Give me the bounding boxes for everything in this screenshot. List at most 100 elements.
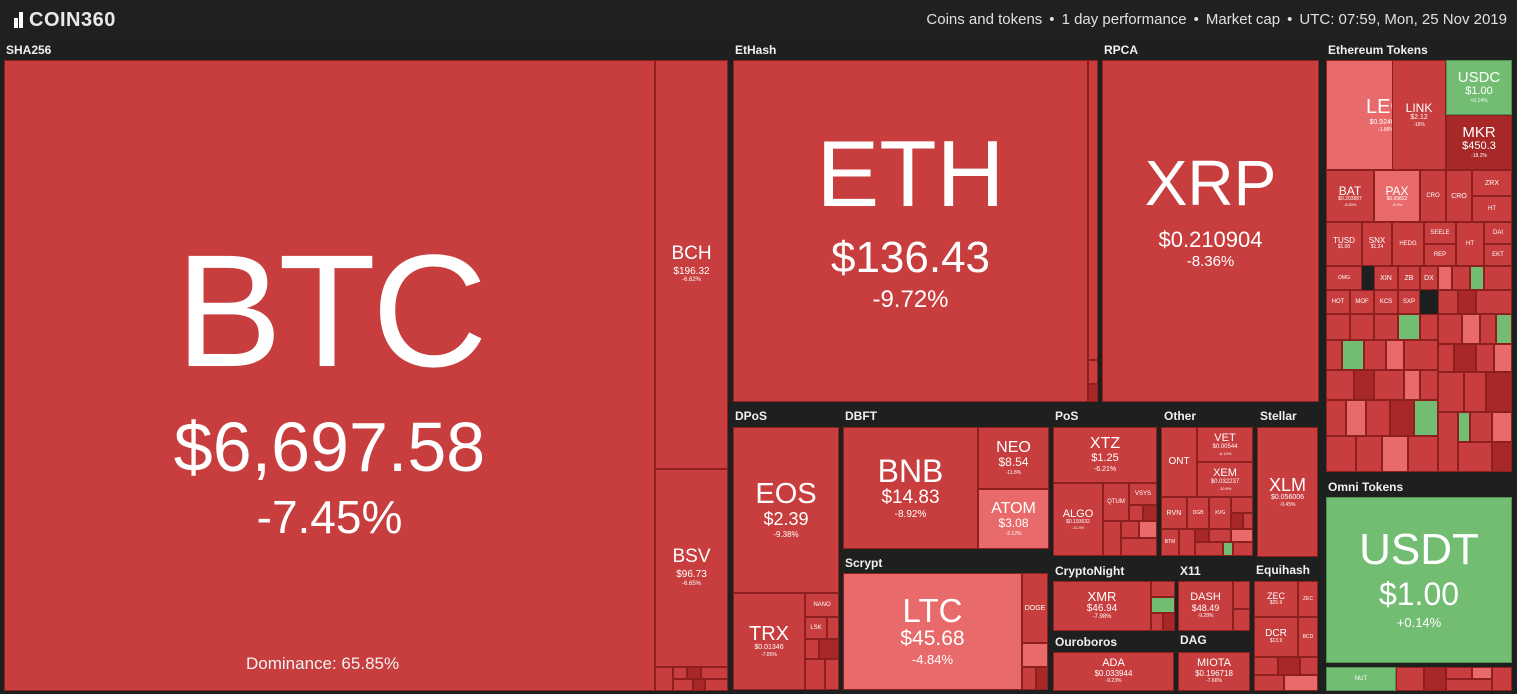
- coin-price: $14.83: [881, 486, 940, 508]
- coin-tile-lsk[interactable]: LSK: [805, 617, 827, 639]
- coin-tile-bsv[interactable]: BSV $96.73 -6.65%: [655, 469, 728, 667]
- coin-tile-btm[interactable]: BTM: [1161, 529, 1179, 556]
- coin-tile-zrx[interactable]: ZRX: [1472, 170, 1512, 196]
- coin-tile-dai[interactable]: DAI: [1484, 222, 1512, 244]
- coin-symbol: ALGO: [1062, 507, 1094, 520]
- coin-tile-omg[interactable]: OMG: [1326, 266, 1362, 290]
- coin-tile-kcs[interactable]: KCS: [1374, 290, 1398, 314]
- coin-tile-zec[interactable]: ZEC: [1298, 581, 1318, 617]
- coin-tile-algo[interactable]: ALGO $0.193632 -11.3%: [1053, 483, 1103, 556]
- coin-change: -16%: [1413, 121, 1425, 128]
- coin-tile-dx[interactable]: DX: [1420, 266, 1438, 290]
- coin-price: $25.9: [1269, 599, 1283, 606]
- coin-tile-vsys[interactable]: VSYS: [1129, 483, 1157, 505]
- coin-symbol: BSV: [672, 546, 711, 568]
- coin-tile-ont[interactable]: ONT: [1161, 427, 1197, 497]
- coin-tile-doge[interactable]: DOGE: [1022, 573, 1048, 643]
- coin-tile-snx[interactable]: SNX $1.24: [1362, 222, 1392, 266]
- coin-tile-sxp[interactable]: SXP: [1398, 290, 1420, 314]
- coin-tile-bnb[interactable]: BNB $14.83 -8.92%: [843, 427, 978, 549]
- coin-tile-pax[interactable]: PAX $0.99822 -0.2%: [1374, 170, 1420, 222]
- coin-tile-mkr[interactable]: MKR $450.3 -18.2%: [1446, 115, 1512, 170]
- group-label-dpos: DPoS: [735, 409, 768, 423]
- coin-tile-ada[interactable]: ADA $0.033944 -9.23%: [1053, 652, 1174, 691]
- coin-tile-bat[interactable]: BAT $0.203887 -9.83%: [1326, 170, 1374, 222]
- coin-tile-zec[interactable]: ZEC $25.9: [1254, 581, 1298, 617]
- coin-tile-seele[interactable]: SEELE: [1424, 222, 1456, 244]
- coin-tile-trx[interactable]: TRX $0.01346 -7.85%: [733, 593, 805, 690]
- coin-tile-neo[interactable]: NEO $8.54 -11.8%: [978, 427, 1049, 489]
- coin-tile-hot[interactable]: HOT: [1326, 290, 1350, 314]
- coin-tile-xrp[interactable]: XRP $0.210904 -8.36%: [1102, 60, 1319, 402]
- coin-tile-xlm[interactable]: XLM $0.056006 -9.45%: [1257, 427, 1318, 557]
- coin-tile-vet[interactable]: VET $0.00544 -6.12%: [1197, 427, 1253, 462]
- coin-symbol: USDC: [1457, 69, 1501, 87]
- coin-price: $0.193632: [1066, 518, 1090, 525]
- coin-tile-eos[interactable]: EOS $2.39 -9.38%: [733, 427, 839, 593]
- coin-tile-hedg[interactable]: HEDG: [1392, 222, 1424, 266]
- coin-symbol: VET: [1214, 431, 1236, 444]
- filter-coins-tokens[interactable]: Coins and tokens: [926, 11, 1043, 28]
- coin-tile-miota[interactable]: MIOTA $0.196718 -7.66%: [1178, 652, 1250, 691]
- coin-change: -0.2%: [1391, 202, 1403, 208]
- coin-tile-dcr[interactable]: DCR $13.9: [1254, 617, 1298, 657]
- coin-symbol: TUSD: [1333, 236, 1355, 246]
- coin-change: -11.3%: [1071, 525, 1085, 531]
- coin-symbol: RVN: [1166, 509, 1182, 517]
- coin-tile-link[interactable]: LINK $2.12 -16%: [1392, 60, 1446, 170]
- coin-tile-btc[interactable]: BTC $6,697.58 -7.45%: [4, 60, 655, 691]
- coin-symbol: BCD: [1302, 633, 1314, 640]
- coin-symbol: LINK: [1405, 100, 1433, 115]
- coin-tile-rep[interactable]: REP: [1424, 244, 1456, 266]
- coin-tile-ltc[interactable]: LTC $45.68 -4.84%: [843, 573, 1022, 690]
- coin-symbol: HT: [1488, 206, 1496, 212]
- coin-symbol: BTC: [175, 221, 488, 400]
- coin-tile-nut[interactable]: NUT: [1326, 667, 1396, 691]
- coin-symbol: MIOTA: [1196, 657, 1231, 670]
- coin-tile-usdt[interactable]: USDT $1.00 +0.14%: [1326, 497, 1512, 663]
- coin-tile-tusd[interactable]: TUSD $1.00: [1326, 222, 1362, 266]
- coin-tile-bch[interactable]: BCH $196.32 -6.62%: [655, 60, 728, 469]
- coin-tile-xtz[interactable]: XTZ $1.25 -6.21%: [1053, 427, 1157, 483]
- coin-symbol: XRP: [1144, 146, 1277, 219]
- coin-tile-bcd[interactable]: BCD: [1298, 617, 1318, 657]
- coin-tile-dgb[interactable]: DGB: [1187, 497, 1209, 529]
- coin-symbol: ZRX: [1485, 179, 1499, 187]
- size-by-selector[interactable]: Market cap: [1205, 11, 1281, 28]
- coin-tile-xmr[interactable]: XMR $46.94 -7.98%: [1053, 581, 1151, 631]
- coin360-logo[interactable]: COIN360: [14, 9, 116, 32]
- coin-tile-ht[interactable]: HT: [1456, 222, 1484, 266]
- coin-tile-atom[interactable]: ATOM $3.08 -2.12%: [978, 489, 1049, 549]
- coin-tile-cro[interactable]: CRO: [1420, 170, 1446, 222]
- coin-price: $136.43: [830, 233, 991, 283]
- coin-tile-rvn[interactable]: RVN: [1161, 497, 1187, 529]
- coin-tile-ht[interactable]: HT: [1472, 196, 1512, 222]
- coin-price: $0.01346: [754, 644, 784, 652]
- coin-tile-cro[interactable]: CRO: [1446, 170, 1472, 222]
- coin-price: $2.39: [763, 508, 809, 529]
- coin-tile-qtum[interactable]: QTUM: [1103, 483, 1129, 521]
- coin-tile-xvg[interactable]: XVG: [1209, 497, 1231, 529]
- coin-symbol: ZEC: [1303, 595, 1313, 602]
- top-bar: COIN360 Coins and tokens • 1 day performan…: [0, 0, 1517, 40]
- coin-tile-eth[interactable]: ETH $136.43 -9.72%: [733, 60, 1088, 402]
- group-label-cryptonight: CryptoNight: [1055, 564, 1125, 578]
- coin-tile-mof[interactable]: MOF: [1350, 290, 1374, 314]
- coin-tile-nano[interactable]: NANO: [805, 593, 839, 617]
- coin-symbol: DGB: [1192, 509, 1204, 516]
- coin-tile-xem[interactable]: XEM $0.032237 -10.9%: [1197, 462, 1253, 497]
- coin-tile-dash[interactable]: DASH $48.49 -9.28%: [1178, 581, 1233, 631]
- coin-price: $0.203887: [1338, 195, 1362, 202]
- coin-tile-ekt[interactable]: EKT: [1484, 244, 1512, 266]
- coin-symbol: HT: [1466, 241, 1474, 247]
- coin-symbol: ONT: [1168, 456, 1190, 467]
- coin-symbol: XEM: [1213, 466, 1237, 479]
- coin-symbol: SEELE: [1430, 230, 1450, 236]
- coin-symbol: BTM: [1164, 539, 1176, 545]
- small-coins-cluster: [655, 667, 728, 691]
- coin-tile-xin[interactable]: XIN: [1374, 266, 1398, 290]
- period-selector[interactable]: 1 day performance: [1061, 11, 1187, 28]
- small-coins-cluster: [1088, 60, 1098, 402]
- coin-tile-usdc[interactable]: USDC $1.00 +0.14%: [1446, 60, 1512, 115]
- coin-tile-zb[interactable]: ZB: [1398, 266, 1420, 290]
